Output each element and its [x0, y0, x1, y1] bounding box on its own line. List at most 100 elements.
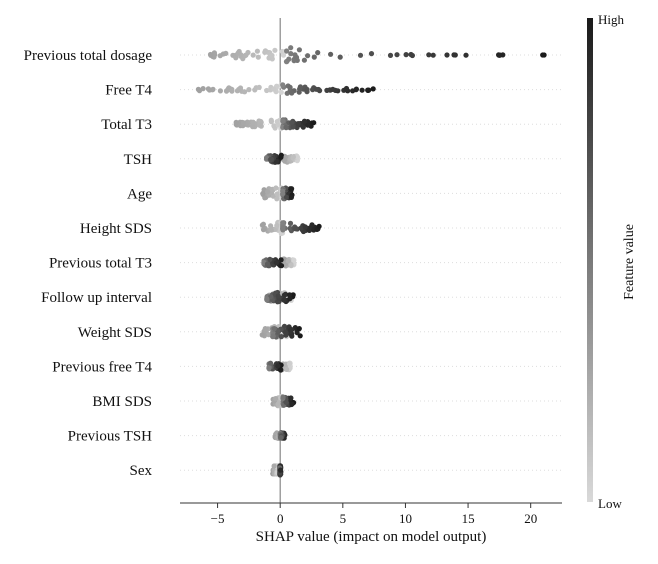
shap-point	[289, 333, 295, 339]
shap-point	[273, 185, 279, 191]
shap-point	[235, 50, 241, 56]
shap-point	[357, 52, 364, 58]
shap-point	[288, 262, 294, 268]
shap-point	[268, 156, 274, 162]
x-axis-label: SHAP value (impact on model output)	[256, 529, 487, 545]
shap-point	[250, 119, 256, 125]
x-tick-label: −5	[211, 511, 225, 526]
shap-point	[225, 87, 231, 93]
feature-label: TSH	[124, 152, 153, 168]
shap-point	[272, 226, 278, 232]
shap-point	[284, 48, 290, 54]
shap-point	[281, 297, 287, 303]
shap-point	[304, 86, 310, 93]
shap-point	[256, 122, 262, 128]
shap-point	[500, 52, 506, 58]
x-tick-label: 10	[399, 511, 412, 526]
shap-point	[278, 89, 284, 95]
shap-point	[256, 84, 262, 90]
feature-labels: Previous total dosage Free T4 Total T3 TSH A…	[24, 48, 153, 479]
shap-point	[337, 54, 343, 60]
shap-point	[270, 333, 276, 339]
feature-label: Follow up interval	[41, 290, 152, 306]
shap-point	[206, 87, 213, 93]
shap-point	[278, 154, 284, 160]
shap-point	[246, 87, 252, 93]
shap-point	[311, 120, 317, 126]
shap-point	[274, 222, 280, 229]
feature-label: Weight SDS	[78, 325, 152, 341]
shap-point	[240, 120, 247, 126]
shap-point	[315, 50, 321, 56]
shap-point	[280, 82, 286, 88]
shap-point	[305, 122, 311, 128]
shap-point	[288, 45, 294, 51]
shap-point	[243, 52, 249, 58]
shap-point	[302, 224, 308, 230]
shap-point	[298, 225, 304, 231]
shap-point	[233, 55, 239, 61]
shap-point	[324, 87, 330, 93]
shap-point	[291, 257, 297, 263]
shap-point	[262, 195, 268, 201]
shap-point	[286, 292, 293, 298]
shap-point	[264, 261, 271, 267]
shap-point	[285, 258, 291, 264]
shap-point	[296, 89, 302, 95]
shap-point	[293, 54, 300, 61]
shap-point	[275, 401, 281, 407]
shap-point	[540, 52, 546, 58]
colorbar-high-label: High	[598, 12, 625, 27]
shap-point	[278, 435, 284, 441]
shap-point	[370, 86, 376, 92]
x-tick-label: 0	[277, 511, 284, 526]
shap-point	[280, 191, 286, 197]
feature-label: BMI SDS	[92, 394, 152, 410]
shap-point	[288, 194, 294, 200]
shap-point	[255, 54, 261, 60]
shap-point	[368, 51, 375, 57]
shap-point	[359, 87, 365, 93]
shap-point	[309, 222, 315, 228]
shap-point	[207, 51, 214, 58]
shap-point	[288, 395, 294, 401]
shap-point	[343, 85, 350, 92]
shap-point	[284, 366, 290, 372]
shap-point	[310, 87, 316, 93]
shap-point	[217, 88, 223, 94]
shap-point	[272, 396, 279, 402]
shap-point	[267, 256, 273, 262]
shap-point	[426, 52, 432, 58]
feature-label: Previous TSH	[68, 429, 152, 445]
shap-point	[212, 52, 218, 58]
feature-label: Height SDS	[80, 221, 152, 237]
feature-label: Previous free T4	[52, 359, 152, 375]
shap-point	[275, 293, 281, 299]
shap-point	[280, 224, 286, 230]
shap-point	[233, 119, 239, 125]
feature-gridlines	[180, 54, 562, 471]
shap-point	[294, 154, 300, 160]
shap-point	[353, 86, 359, 92]
shap-point	[217, 53, 223, 59]
shap-point	[313, 86, 319, 92]
shap-point	[250, 52, 256, 58]
shap-point	[286, 56, 292, 62]
shap-point	[287, 225, 293, 231]
shap-point	[277, 467, 284, 473]
shap-point	[289, 186, 295, 192]
shap-point	[297, 333, 303, 339]
shap-point	[301, 57, 307, 63]
shap-point	[250, 124, 256, 130]
shap-point	[287, 84, 293, 90]
shap-point	[289, 120, 295, 126]
shap-point	[271, 86, 277, 92]
shap-point	[259, 222, 265, 228]
shap-point	[289, 401, 295, 407]
shap-point	[280, 394, 286, 400]
shap-point	[293, 226, 299, 232]
feature-label: Age	[127, 186, 152, 202]
shap-point	[267, 360, 274, 366]
shap-point	[195, 86, 201, 92]
